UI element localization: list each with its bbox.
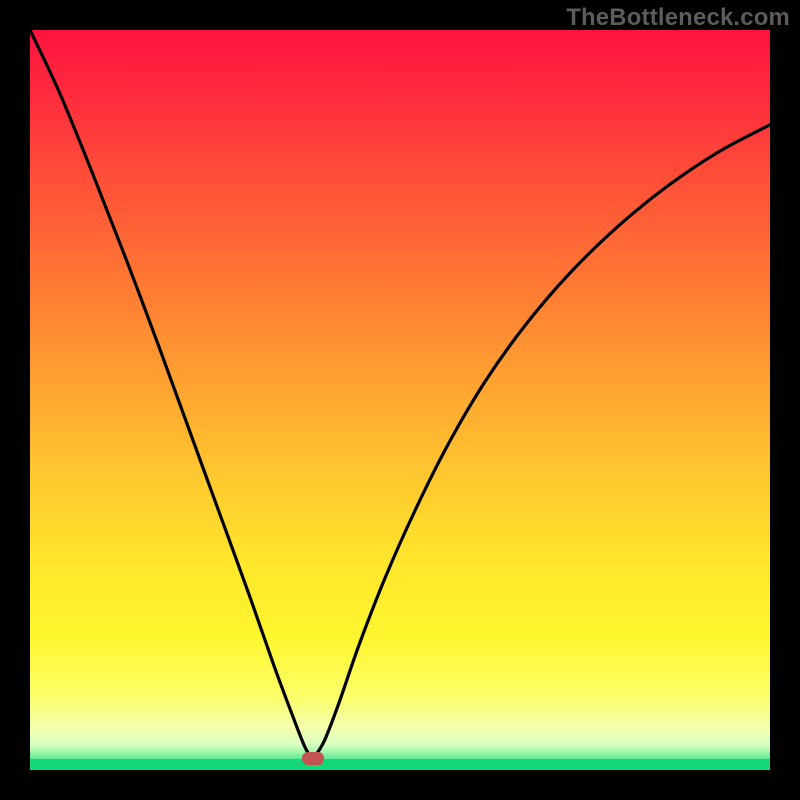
frame-border-right: [770, 0, 800, 800]
bottleneck-curve: [30, 30, 770, 770]
frame-border-left: [0, 0, 30, 800]
minimum-marker: [302, 752, 324, 765]
plot-area: [30, 30, 770, 770]
frame-border-bottom: [0, 770, 800, 800]
chart-canvas: TheBottleneck.com: [0, 0, 800, 800]
watermark-text: TheBottleneck.com: [566, 4, 790, 32]
